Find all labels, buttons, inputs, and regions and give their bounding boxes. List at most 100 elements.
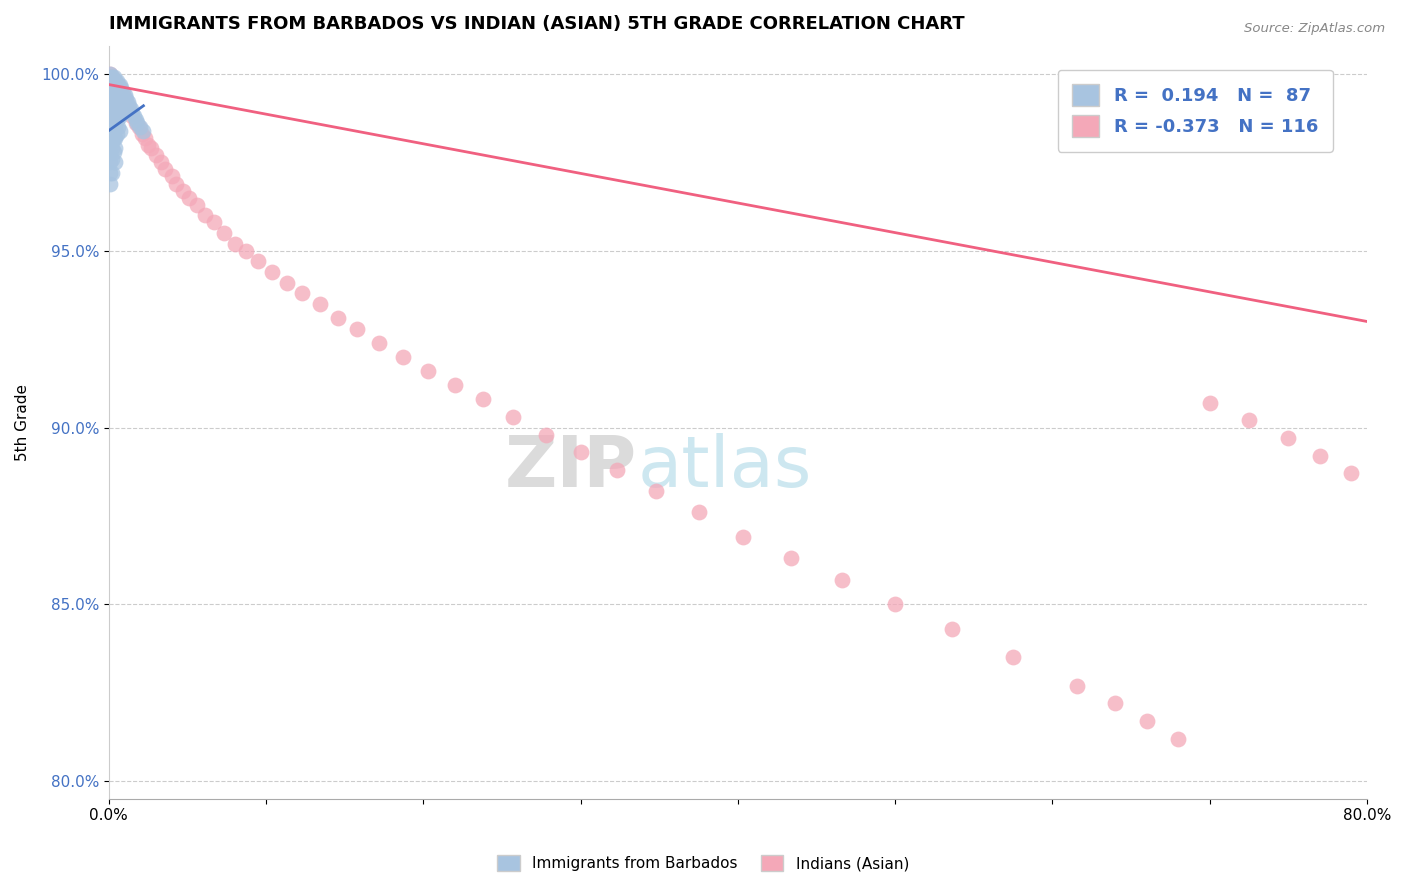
Point xyxy=(1104,696,1126,710)
Point xyxy=(101,141,124,155)
Point xyxy=(110,81,132,95)
Point xyxy=(1237,413,1260,427)
Point xyxy=(247,254,270,268)
Point xyxy=(101,85,124,99)
Point xyxy=(100,123,122,137)
Point xyxy=(100,106,122,120)
Point xyxy=(212,226,235,240)
Text: Source: ZipAtlas.com: Source: ZipAtlas.com xyxy=(1244,22,1385,36)
Legend: Immigrants from Barbados, Indians (Asian): Immigrants from Barbados, Indians (Asian… xyxy=(491,849,915,877)
Point xyxy=(100,145,122,159)
Point xyxy=(534,427,557,442)
Point xyxy=(108,81,131,95)
Legend: R =  0.194   N =  87, R = -0.373   N = 116: R = 0.194 N = 87, R = -0.373 N = 116 xyxy=(1057,70,1333,152)
Point xyxy=(1167,731,1189,746)
Point xyxy=(101,99,124,113)
Point xyxy=(105,85,128,99)
Point xyxy=(368,335,391,350)
Point xyxy=(1277,431,1299,445)
Point xyxy=(606,463,628,477)
Point xyxy=(115,95,138,110)
Point xyxy=(114,92,136,106)
Point xyxy=(1309,449,1331,463)
Point xyxy=(101,70,124,85)
Point xyxy=(100,103,122,117)
Point xyxy=(103,145,125,159)
Point xyxy=(101,81,124,95)
Point xyxy=(103,92,125,106)
Point xyxy=(100,112,122,127)
Point xyxy=(105,74,128,88)
Point xyxy=(1198,396,1220,410)
Point xyxy=(165,177,187,191)
Point xyxy=(1001,650,1024,665)
Point xyxy=(104,88,127,103)
Point xyxy=(1066,679,1088,693)
Point xyxy=(111,88,134,103)
Text: ZIP: ZIP xyxy=(505,433,637,502)
Point xyxy=(141,141,163,155)
Point xyxy=(194,208,217,222)
Point xyxy=(145,148,167,162)
Point xyxy=(202,215,225,229)
Point xyxy=(177,191,200,205)
Text: IMMIGRANTS FROM BARBADOS VS INDIAN (ASIAN) 5TH GRADE CORRELATION CHART: IMMIGRANTS FROM BARBADOS VS INDIAN (ASIA… xyxy=(108,15,965,33)
Point xyxy=(108,92,131,106)
Point xyxy=(100,88,122,103)
Point xyxy=(107,106,129,120)
Point xyxy=(100,81,122,95)
Point xyxy=(104,74,127,88)
Point xyxy=(105,92,128,106)
Point xyxy=(107,99,129,113)
Point xyxy=(129,120,152,134)
Point xyxy=(105,81,128,95)
Point xyxy=(104,92,127,106)
Point xyxy=(101,127,124,141)
Point xyxy=(831,573,853,587)
Point xyxy=(136,137,159,152)
Point xyxy=(443,378,465,392)
Point xyxy=(941,622,963,636)
Point xyxy=(103,109,125,123)
Point xyxy=(155,162,177,177)
Point xyxy=(105,92,128,106)
Point xyxy=(104,120,127,134)
Point xyxy=(569,445,592,459)
Point xyxy=(100,103,122,117)
Point xyxy=(392,350,415,364)
Point xyxy=(262,265,284,279)
Point xyxy=(104,78,127,92)
Point xyxy=(117,99,139,113)
Point xyxy=(104,74,127,88)
Point xyxy=(105,127,128,141)
Point xyxy=(100,67,122,81)
Point xyxy=(100,78,122,92)
Point xyxy=(416,364,439,378)
Point xyxy=(100,155,122,169)
Point xyxy=(104,155,127,169)
Point xyxy=(186,198,208,212)
Point xyxy=(100,81,122,95)
Point xyxy=(118,99,141,113)
Point xyxy=(101,92,124,106)
Point xyxy=(132,123,155,137)
Point xyxy=(276,276,298,290)
Point xyxy=(121,106,143,120)
Point xyxy=(108,109,131,123)
Point xyxy=(105,103,128,117)
Point xyxy=(105,78,128,92)
Point xyxy=(101,85,124,99)
Point xyxy=(103,120,125,134)
Point xyxy=(100,95,122,110)
Point xyxy=(108,99,131,113)
Point xyxy=(101,106,124,120)
Point xyxy=(224,236,246,251)
Point xyxy=(291,286,314,301)
Point xyxy=(104,109,127,123)
Point xyxy=(104,141,127,155)
Point xyxy=(172,184,194,198)
Point xyxy=(472,392,495,407)
Point xyxy=(101,166,124,180)
Point xyxy=(100,70,122,85)
Y-axis label: 5th Grade: 5th Grade xyxy=(15,384,30,460)
